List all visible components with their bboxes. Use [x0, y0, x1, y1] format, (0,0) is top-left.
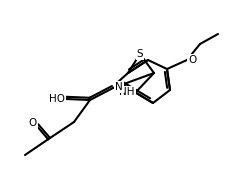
Text: O: O: [29, 118, 37, 128]
Text: NH: NH: [119, 87, 134, 97]
Text: O: O: [187, 55, 195, 65]
Text: N: N: [115, 82, 122, 92]
Text: HO: HO: [49, 94, 65, 104]
Text: S: S: [136, 49, 143, 59]
